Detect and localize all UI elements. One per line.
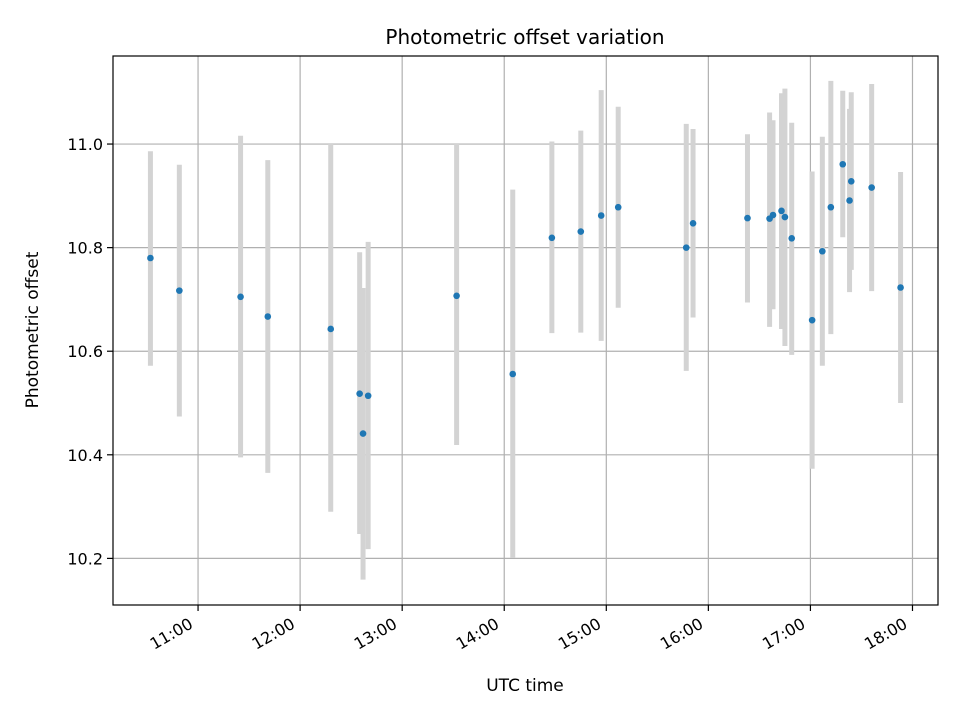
y-tick-label: 10.8 bbox=[67, 239, 103, 258]
data-point bbox=[453, 292, 460, 300]
data-point bbox=[597, 212, 605, 219]
data-point bbox=[147, 254, 154, 262]
data-points bbox=[147, 160, 904, 437]
data-point bbox=[682, 244, 690, 251]
data-point bbox=[868, 184, 875, 191]
data-point bbox=[264, 313, 272, 320]
y-tick-label: 10.4 bbox=[67, 446, 103, 465]
data-point bbox=[359, 430, 367, 437]
data-point bbox=[744, 214, 751, 222]
data-point bbox=[827, 203, 835, 211]
data-point bbox=[237, 293, 244, 301]
data-point bbox=[778, 207, 785, 215]
y-axis-label: Photometric offset bbox=[23, 251, 43, 408]
data-point bbox=[614, 203, 622, 211]
data-point bbox=[788, 235, 796, 242]
y-axis: 10.2 10.4 10.6 10.8 11.0 bbox=[67, 135, 113, 568]
data-point bbox=[781, 213, 789, 221]
data-point bbox=[509, 370, 517, 378]
data-point bbox=[176, 287, 183, 294]
data-point bbox=[364, 392, 372, 400]
y-tick-label: 10.2 bbox=[67, 549, 103, 568]
data-point bbox=[897, 284, 904, 291]
data-point bbox=[839, 160, 847, 168]
plot-frame bbox=[112, 55, 939, 606]
data-point bbox=[819, 247, 826, 255]
y-tick-label: 10.6 bbox=[67, 342, 103, 361]
grid bbox=[113, 56, 938, 605]
data-point bbox=[769, 211, 777, 219]
data-point bbox=[846, 197, 853, 204]
data-point bbox=[548, 234, 556, 242]
chart-title: Photometric offset variation bbox=[385, 25, 664, 49]
data-point bbox=[356, 390, 363, 397]
data-point bbox=[847, 178, 855, 185]
data-point bbox=[327, 325, 335, 333]
y-tick-label: 11.0 bbox=[67, 135, 103, 154]
data-point bbox=[577, 228, 585, 235]
x-axis-label: UTC time bbox=[486, 676, 564, 696]
data-point bbox=[808, 316, 816, 324]
data-point bbox=[689, 219, 697, 227]
